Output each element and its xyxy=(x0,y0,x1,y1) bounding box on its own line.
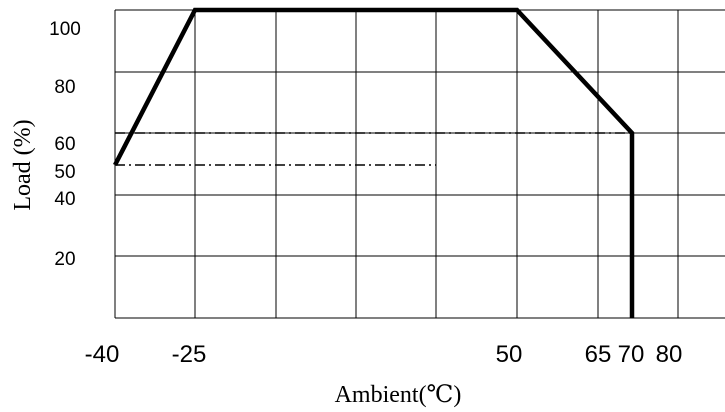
x-tick-label: -40 xyxy=(85,341,120,368)
x-axis-label: Ambient(℃) xyxy=(335,382,462,408)
derating-curve xyxy=(113,7,635,318)
x-tick-label: 65 xyxy=(585,341,612,368)
x-tick-label: 50 xyxy=(496,341,523,368)
series xyxy=(113,7,635,318)
y-tick-labels: 100 80 60 50 40 20 xyxy=(49,19,81,270)
y-axis-label: Load (%) xyxy=(10,119,36,210)
y-tick-label: 100 xyxy=(49,19,81,40)
y-tick-label: 20 xyxy=(54,249,75,270)
reference-lines xyxy=(115,132,632,166)
x-tick-label: -25 xyxy=(172,341,207,368)
x-tick-label: 70 xyxy=(618,341,645,368)
y-tick-label: 80 xyxy=(54,77,75,98)
y-tick-label: 50 xyxy=(54,162,75,183)
y-tick-label: 60 xyxy=(54,134,75,155)
x-tick-labels: -40 -25 50 65 70 80 xyxy=(85,341,683,368)
y-tick-label: 40 xyxy=(54,189,75,210)
x-tick-label: 80 xyxy=(656,341,683,368)
